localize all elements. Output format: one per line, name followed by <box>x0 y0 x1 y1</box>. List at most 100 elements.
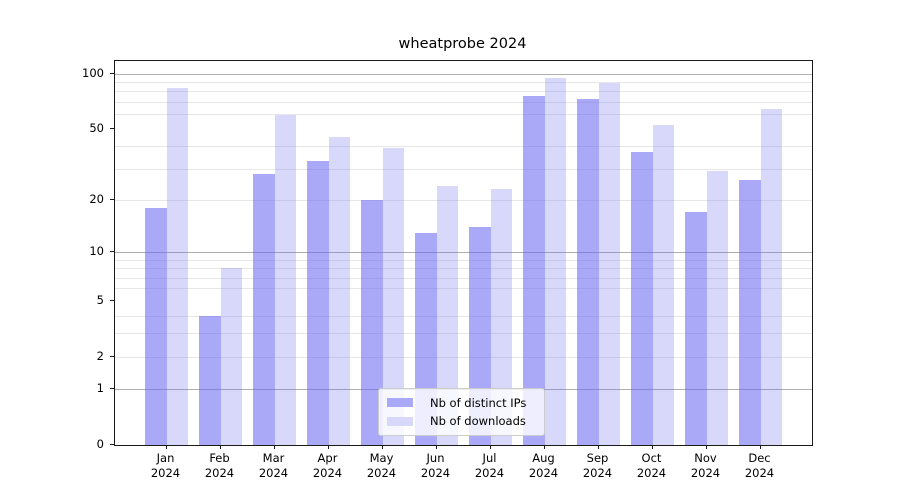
bar-distinct-ips-apr <box>307 161 329 445</box>
gridline-minor <box>115 315 812 317</box>
x-tick-year: 2024 <box>204 466 235 480</box>
bar-distinct-ips-mar <box>253 174 275 445</box>
y-tick <box>110 299 114 301</box>
legend-label-downloads: Nb of downloads <box>430 414 526 429</box>
legend-row-downloads: Nb of downloads <box>387 414 536 428</box>
x-tick-year: 2024 <box>258 466 289 480</box>
bar-downloads-mar <box>274 115 296 445</box>
bar-downloads-jun <box>436 185 458 445</box>
x-tick-label: Jan 2024 <box>138 451 194 481</box>
x-tick <box>273 445 275 449</box>
y-tick <box>110 444 114 445</box>
bar-distinct-ips-feb <box>199 315 221 445</box>
gridline-minor <box>115 146 812 148</box>
x-tick <box>597 445 599 449</box>
x-tick-year: 2024 <box>420 466 451 480</box>
x-tick-month: Jan <box>156 451 175 465</box>
gridline-minor <box>115 268 812 270</box>
y-tick <box>110 127 114 129</box>
legend-swatch-distinct-ips <box>387 397 413 408</box>
x-tick-month: Nov <box>694 451 717 465</box>
gridline-minor <box>115 199 812 201</box>
bar-distinct-ips-oct <box>631 152 653 445</box>
bar-distinct-ips-nov <box>685 212 707 445</box>
bar-downloads-feb <box>220 268 242 445</box>
y-tick <box>110 251 114 252</box>
x-tick-label: Nov 2024 <box>678 451 734 481</box>
gridline-major <box>115 252 812 253</box>
x-tick-year: 2024 <box>312 466 343 480</box>
y-tick <box>110 388 114 390</box>
x-tick-month: Aug <box>532 451 555 465</box>
x-tick <box>759 445 761 449</box>
bar-downloads-nov <box>706 171 728 445</box>
gridline-minor <box>115 81 812 83</box>
gridline-minor <box>115 288 812 290</box>
bar-downloads-may <box>382 148 404 445</box>
y-tick-label: 10 <box>89 244 104 258</box>
x-tick <box>705 445 707 449</box>
x-tick-year: 2024 <box>636 466 667 480</box>
x-tick-label: Oct 2024 <box>624 451 680 481</box>
x-tick <box>489 445 491 449</box>
x-tick <box>543 445 545 449</box>
y-tick-label: 5 <box>96 292 104 307</box>
y-tick-label: 0 <box>96 437 104 451</box>
gridline-minor <box>115 168 812 170</box>
y-tick <box>110 355 114 357</box>
x-tick-label: Sep 2024 <box>570 451 626 481</box>
x-tick-label: Mar 2024 <box>246 451 302 481</box>
x-tick-label: Jul 2024 <box>462 451 518 481</box>
x-tick-month: Mar <box>262 451 285 465</box>
y-tick-label: 2 <box>96 348 104 363</box>
x-tick <box>327 445 329 449</box>
gridline-minor <box>115 333 812 335</box>
x-tick-month: Jul <box>482 451 497 465</box>
gridline-minor <box>115 356 812 358</box>
bar-downloads-aug <box>544 77 566 445</box>
bar-distinct-ips-may <box>361 199 383 445</box>
x-tick-year: 2024 <box>744 466 775 480</box>
x-tick <box>435 445 437 449</box>
gridline-minor <box>115 114 812 116</box>
x-tick-year: 2024 <box>474 466 505 480</box>
chart-title: wheatprobe 2024 <box>398 36 527 52</box>
gridline-minor <box>115 91 812 93</box>
bar-distinct-ips-dec <box>739 179 761 445</box>
bar-downloads-apr <box>328 136 350 445</box>
y-tick-label: 1 <box>96 381 104 396</box>
y-tick-label: 50 <box>89 120 104 135</box>
plot-area <box>114 60 813 446</box>
y-tick-label: 20 <box>89 191 104 206</box>
gridline-minor <box>115 259 812 261</box>
x-tick-year: 2024 <box>366 466 397 480</box>
x-tick-month: Sep <box>586 451 609 465</box>
bar-downloads-jan <box>166 88 188 445</box>
x-tick <box>381 445 383 449</box>
x-tick-year: 2024 <box>690 466 721 480</box>
x-tick <box>165 445 167 449</box>
x-tick-label: Feb 2024 <box>192 451 248 481</box>
bar-downloads-sep <box>598 82 620 445</box>
x-tick-label: Dec 2024 <box>732 451 788 481</box>
x-tick-month: Feb <box>209 451 230 465</box>
x-tick-year: 2024 <box>150 466 181 480</box>
bar-distinct-ips-aug <box>523 96 545 445</box>
y-tick <box>110 72 114 74</box>
x-tick <box>651 445 653 449</box>
x-tick-month: Apr <box>317 451 338 465</box>
gridline-minor <box>115 101 812 103</box>
x-tick-month: Jun <box>426 451 445 465</box>
bar-distinct-ips-jan <box>145 208 167 445</box>
x-tick-label: Jun 2024 <box>408 451 464 481</box>
x-tick-month: May <box>369 451 394 465</box>
gridline-major <box>115 73 812 75</box>
x-tick-label: May 2024 <box>354 451 410 481</box>
y-tick <box>110 198 114 200</box>
legend-label-distinct-ips: Nb of distinct IPs <box>430 395 527 410</box>
x-tick-month: Oct <box>641 451 662 465</box>
legend-swatch-downloads <box>387 416 413 427</box>
x-tick-month: Dec <box>748 451 771 465</box>
legend: Nb of distinct IPs Nb of downloads <box>378 388 545 436</box>
